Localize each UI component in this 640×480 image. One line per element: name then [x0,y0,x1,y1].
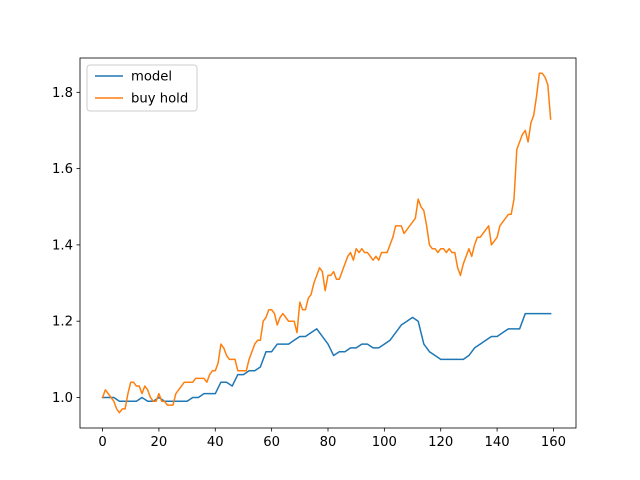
y-tick-label: 1.2 [52,315,73,330]
x-tick-label: 60 [263,435,280,450]
series-layer [101,72,552,414]
legend-label: buy hold [131,92,188,107]
series-line-model [101,312,552,403]
y-tick-label: 1.6 [52,162,73,177]
y-tick-label: 1.4 [52,238,73,253]
series-line-buy-hold [101,72,552,414]
x-tick-label: 80 [320,435,337,450]
x-tick-label: 0 [98,435,106,450]
y-tick-label: 1.0 [52,391,73,406]
y-axis: 1.0 1.2 1.4 1.6 1.8 [52,86,80,406]
y-tick-label: 1.8 [52,86,73,101]
x-tick-label: 160 [541,435,566,450]
x-tick-label: 100 [372,435,397,450]
x-tick-label: 120 [428,435,453,450]
x-tick-label: 40 [207,435,224,450]
x-tick-label: 20 [151,435,168,450]
x-axis: 0 20 40 60 80 100 120 140 160 [98,428,566,450]
legend-label: model [131,70,172,85]
legend: model buy hold [86,64,198,112]
x-tick-label: 140 [485,435,510,450]
